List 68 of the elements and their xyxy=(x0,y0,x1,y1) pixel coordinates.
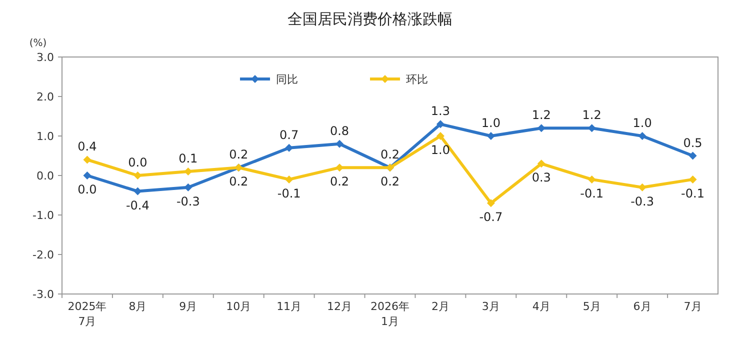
point xyxy=(436,132,444,140)
x-tick-label: 2026年 1月 xyxy=(370,300,410,328)
data-label: 0.4 xyxy=(78,140,97,154)
data-label: -0.1 xyxy=(681,186,704,200)
point xyxy=(537,124,546,132)
data-label: 0.2 xyxy=(330,174,350,189)
y-tick-label: -3.0 xyxy=(32,288,54,301)
point xyxy=(336,140,344,148)
point xyxy=(134,172,142,180)
point xyxy=(486,199,495,208)
x-tick-label: 6月 xyxy=(633,300,652,313)
data-label: 0.2 xyxy=(229,174,248,189)
data-label: 0.7 xyxy=(280,128,299,142)
point xyxy=(184,183,192,192)
point xyxy=(83,172,92,180)
data-label: -0.1 xyxy=(580,186,604,200)
point xyxy=(688,175,697,184)
data-label: 1.2 xyxy=(532,108,551,122)
y-tick-label: 0.0 xyxy=(36,170,54,182)
point xyxy=(638,183,646,192)
chart-title: 全国居民消费价格涨跌幅 xyxy=(288,10,452,28)
data-label: 0.2 xyxy=(380,174,400,189)
y-tick-label: 1.0 xyxy=(36,130,54,143)
data-label: 1.2 xyxy=(582,108,602,122)
data-label: 1.3 xyxy=(430,104,450,118)
point xyxy=(285,175,294,184)
y-tick-label: 3.0 xyxy=(36,51,54,64)
x-tick-label: 10月 xyxy=(226,300,252,313)
data-label: 0.0 xyxy=(128,156,148,170)
y-tick-label: -2.0 xyxy=(32,248,54,262)
point xyxy=(83,156,92,164)
x-tick-label: 11月 xyxy=(276,300,302,313)
x-tick-label: 9月 xyxy=(179,300,198,313)
data-label: -0.3 xyxy=(630,194,654,208)
data-label: -0.3 xyxy=(176,194,200,208)
point xyxy=(184,168,192,176)
point xyxy=(588,175,596,184)
data-label: 1.0 xyxy=(632,116,652,130)
data-label: -0.4 xyxy=(126,198,150,212)
data-label: 0.3 xyxy=(532,170,551,185)
data-label: 0.5 xyxy=(683,136,702,150)
point xyxy=(688,152,697,160)
data-label: 0.1 xyxy=(178,152,198,166)
x-tick-label: 5月 xyxy=(582,300,601,313)
point xyxy=(638,132,646,140)
x-tick-label: 4月 xyxy=(532,300,550,313)
legend-label: 同比 xyxy=(276,73,298,86)
y-axis-title: (%) xyxy=(29,38,47,49)
data-label: 1.0 xyxy=(481,116,500,130)
point xyxy=(537,160,546,168)
legend-label: 环比 xyxy=(406,73,428,86)
x-tick-label: 8月 xyxy=(128,300,147,313)
x-tick-label: 3月 xyxy=(482,300,500,313)
y-tick-label: -1.0 xyxy=(32,209,54,222)
x-tick-label: 2月 xyxy=(431,300,450,313)
data-label: -0.1 xyxy=(277,186,301,200)
x-tick-label: 7月 xyxy=(684,300,702,313)
data-label: 0.2 xyxy=(229,148,248,162)
data-label: 1.0 xyxy=(430,143,450,157)
data-label: 0.8 xyxy=(330,124,350,138)
x-tick-label: 12月 xyxy=(327,300,352,313)
point xyxy=(436,120,444,128)
x-tick-label: 2025年 7月 xyxy=(68,300,107,328)
data-label: -0.7 xyxy=(479,210,503,224)
y-tick-label: 2.0 xyxy=(36,90,54,104)
data-label: 0.2 xyxy=(380,148,400,162)
point xyxy=(486,132,495,140)
data-label: 0.0 xyxy=(78,182,97,196)
